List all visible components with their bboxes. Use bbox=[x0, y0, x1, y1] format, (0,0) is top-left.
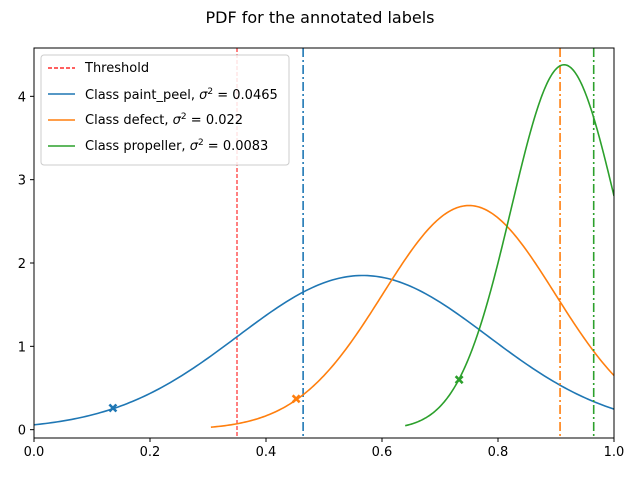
series-line-paint-peel bbox=[34, 274, 614, 426]
series-marker-defect bbox=[291, 394, 301, 404]
chart-title: PDF for the annotated labels bbox=[205, 8, 434, 27]
x-tick-label: 0.0 bbox=[24, 445, 45, 460]
legend: Threshold Class paint_peel, σ2 = 0.0465 … bbox=[40, 54, 290, 166]
y-tick-label: 3 bbox=[18, 174, 26, 189]
legend-threshold-label: Threshold bbox=[84, 61, 149, 76]
series-marker-propeller bbox=[454, 375, 464, 385]
axes-frame bbox=[33, 47, 615, 439]
legend-propeller-label: Class propeller, σ2 = 0.0083 bbox=[85, 138, 268, 154]
x-tick-label: 0.2 bbox=[140, 445, 161, 460]
legend-paint-peel-label: Class paint_peel, σ2 = 0.0465 bbox=[85, 87, 278, 103]
x-tick-label: 1.0 bbox=[604, 445, 625, 460]
axis-ticks: 0.0 0.2 0.4 0.6 0.8 1.0 0 1 2 3 4 bbox=[18, 90, 625, 460]
y-tick-label: 2 bbox=[18, 257, 26, 272]
legend-box bbox=[40, 54, 290, 166]
legend-defect-label: Class defect, σ2 = 0.022 bbox=[85, 112, 243, 128]
y-tick-label: 1 bbox=[18, 340, 26, 355]
x-tick-label: 0.6 bbox=[372, 445, 393, 460]
x-tick-label: 0.4 bbox=[256, 445, 277, 460]
plot-area bbox=[34, 48, 614, 438]
y-tick-label: 0 bbox=[18, 424, 26, 439]
series-line-defect bbox=[210, 204, 614, 428]
x-tick-label: 0.8 bbox=[488, 445, 509, 460]
series-marker-paint-peel bbox=[108, 403, 118, 413]
series-line-propeller bbox=[405, 63, 614, 427]
y-tick-label: 4 bbox=[18, 90, 26, 105]
